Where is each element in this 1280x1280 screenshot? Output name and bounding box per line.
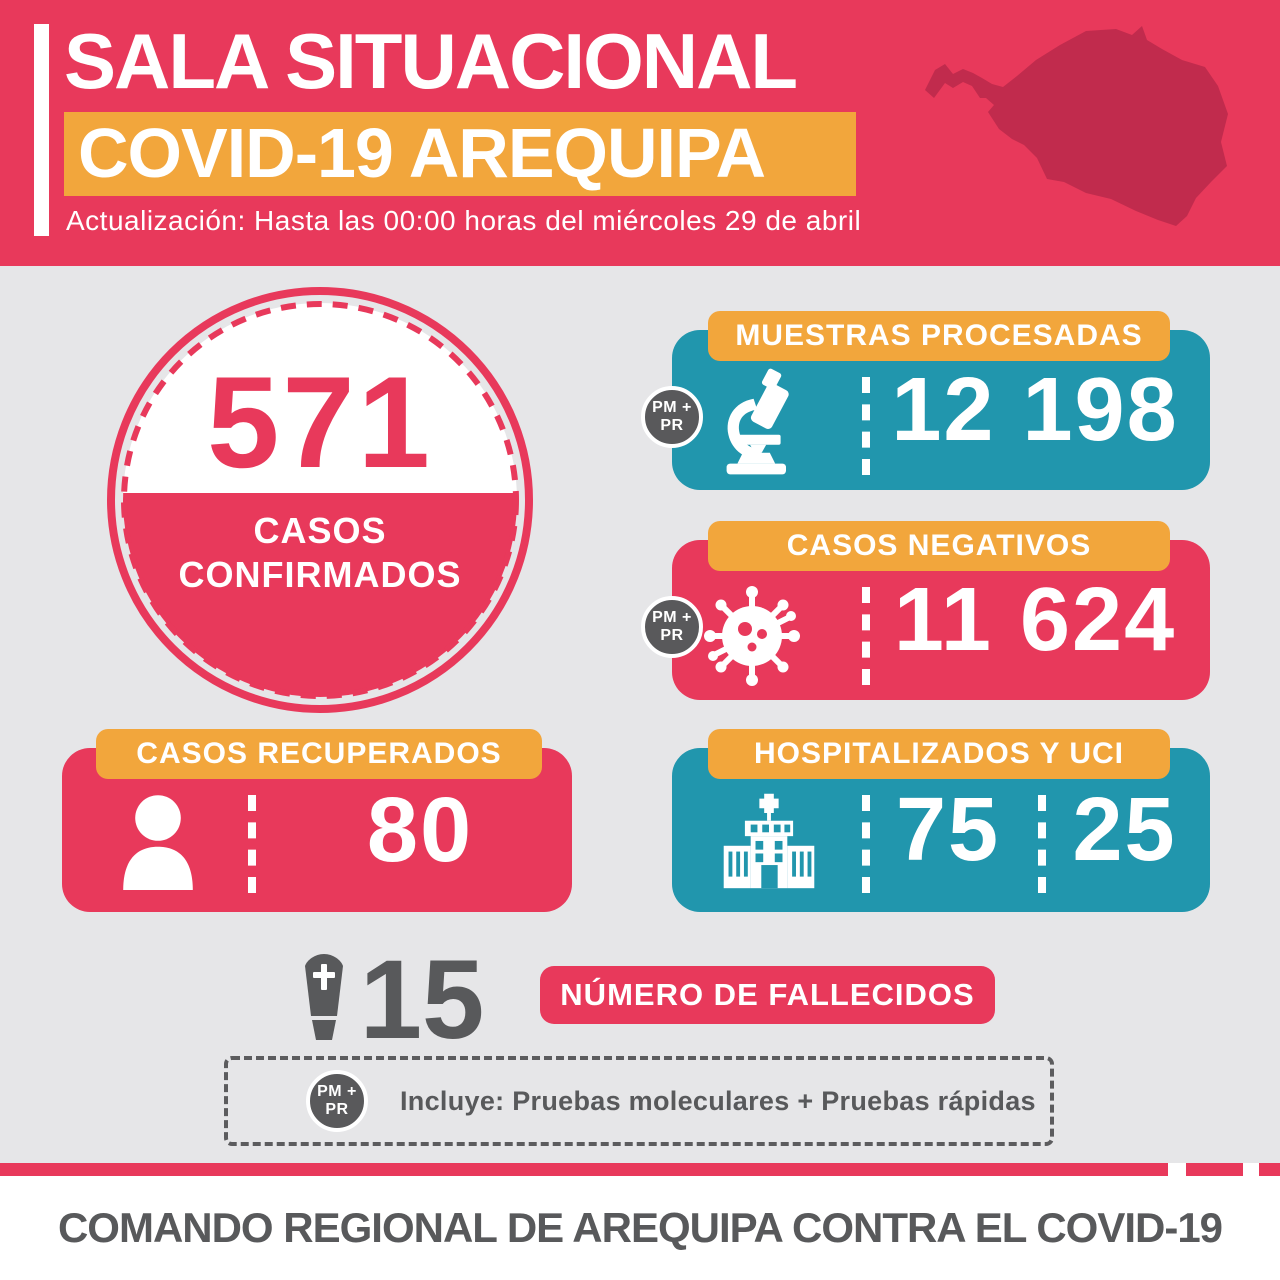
card-negativos-title: CASOS NEGATIVOS <box>708 521 1170 571</box>
dashed-separator <box>1038 795 1046 893</box>
virus-icon <box>700 584 804 688</box>
uci-value: 25 <box>1072 779 1177 880</box>
fallecidos-value: 15 <box>359 937 485 1062</box>
header: SALA SITUACIONAL COVID-19 AREQUIPA Actua… <box>0 0 1280 266</box>
update-timestamp: Actualización: Hasta las 00:00 horas del… <box>66 205 862 236</box>
footer-stripe <box>0 1163 1168 1176</box>
card-muestras-title: MUESTRAS PROCESADAS <box>708 311 1170 361</box>
page-title: SALA SITUACIONAL <box>64 17 798 105</box>
confirmed-cases-emblem: 571 CASOS CONFIRMADOS <box>107 287 533 713</box>
dashed-separator <box>862 795 870 893</box>
card-hospitalizados-title: HOSPITALIZADOS Y UCI <box>708 729 1170 779</box>
dashed-separator <box>248 795 256 893</box>
pm-pr-badge: PM + PR <box>641 386 703 448</box>
recuperados-value: 80 <box>366 778 474 881</box>
footer: COMANDO REGIONAL DE AREQUIPA CONTRA EL C… <box>0 1176 1280 1280</box>
emblem-outer-ring <box>107 287 533 713</box>
person-icon <box>116 794 200 890</box>
note-box: PM + PR Incluye: Pruebas moleculares + P… <box>224 1056 1054 1146</box>
hospital-icon <box>716 790 822 890</box>
note-text: Incluye: Pruebas moleculares + Pruebas r… <box>400 1085 1036 1116</box>
footer-text: COMANDO REGIONAL DE AREQUIPA CONTRA EL C… <box>57 1204 1223 1251</box>
hospitalizados-value: 75 <box>895 779 1001 880</box>
page-subtitle-highlight: COVID-19 AREQUIPA <box>64 112 856 196</box>
card-recuperados-title: CASOS RECUPERADOS <box>96 729 542 779</box>
pm-pr-badge: PM + PR <box>641 596 703 658</box>
muestras-value: 12 198 <box>891 359 1179 460</box>
fallecidos-label: NÚMERO DE FALLECIDOS <box>540 966 995 1024</box>
arequipa-map-icon <box>925 26 1228 226</box>
page-subtitle: COVID-19 AREQUIPA <box>78 114 766 192</box>
header-accent-bar <box>34 24 49 236</box>
footer-stripe <box>1186 1163 1243 1176</box>
coffin-icon <box>296 954 352 1042</box>
negativos-value: 11 624 <box>893 569 1177 670</box>
dashed-separator <box>862 587 870 685</box>
dashed-separator <box>862 377 870 475</box>
footer-stripe <box>1259 1163 1280 1176</box>
pm-pr-badge: PM + PR <box>306 1070 368 1132</box>
microscope-icon <box>714 366 804 482</box>
